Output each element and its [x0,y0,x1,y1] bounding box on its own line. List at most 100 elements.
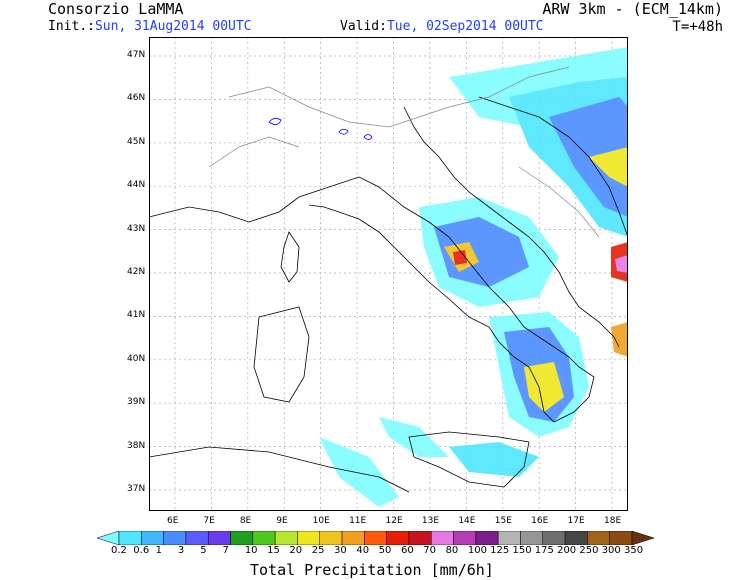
colorbar-label: 0.6 [133,545,150,556]
init-value: Sun, 31Aug2014 00UTC [94,19,252,34]
colorbar-label: 80 [445,545,459,556]
sicily-coast [408,431,530,488]
colorbar-label: 125 [490,545,510,556]
colorbar-segment [252,531,276,545]
colorbar-segment [475,531,499,545]
lon-label: 11E [349,516,367,526]
colorbar-title: Total Precipitation [mm/6h] [250,561,494,579]
colorbar-segment [386,531,410,545]
lake-maggiore-outline [338,128,349,135]
colorbar-label: 200 [557,545,577,556]
lon-label: 14E [458,516,476,526]
colorbar-label: 10 [244,545,258,556]
lon-label: 10E [312,516,330,526]
colorbar-segment [341,531,365,545]
lon-label: 15E [494,516,512,526]
colorbar-segment [207,531,231,545]
lat-label: 45N [127,136,146,147]
lake-como-outline [363,134,373,140]
colorbar-segment [97,531,120,545]
colorbar-segment [497,531,521,545]
colorbar-label: 40 [356,545,370,556]
valid-time: Valid:Tue, 02Sep2014 00UTC [340,19,544,34]
precip-dalmatian-heavy [589,147,628,187]
precipitation-map: 47N 46N 45N 44N 43N 42N 41N 40N 39N 38N 37N 6E 7E 8E… [127,37,628,526]
colorbar-label: 150 [512,545,532,556]
colorbar-segment [364,531,387,545]
lat-label: 43N [127,223,146,234]
colorbar-label: 7 [222,545,229,556]
lat-label: 41N [127,310,146,321]
colorbar-label: 60 [400,545,414,556]
colorbar-label: 250 [579,545,599,556]
colorbar-segment [185,531,209,545]
colorbar-label: 175 [534,545,554,556]
corsica-coast [280,231,300,283]
colorbar-label: 0.2 [111,545,127,556]
coastlines [149,96,628,493]
colorbar-segment [274,531,298,545]
colorbar-label: 3 [177,545,185,556]
colorbar-segment [453,531,477,545]
colorbar-label: 5 [200,545,207,556]
colorbar-segment [520,531,544,545]
colorbar-segment [319,531,343,545]
lat-label: 44N [127,180,146,191]
colorbar-segment [542,531,566,545]
lat-label: 42N [127,267,146,277]
colorbar-label: 15 [267,545,280,556]
lon-label: 18E [604,516,622,526]
colorbar-segment [118,531,142,545]
precip-central-core [453,250,467,265]
lon-label: 9E [276,516,288,526]
colorbar-label: 70 [423,545,436,556]
france-italy-border [208,136,300,168]
precip-greece-heavy [611,322,628,357]
colorbar-label: 30 [334,545,347,556]
lon-label: 16E [531,516,549,526]
colorbar-segment [431,531,454,545]
map-canvas [149,37,628,511]
lakes [268,118,373,140]
balkan-coast [478,96,628,238]
source-title: Consorzio LaMMA [48,0,184,18]
colorbar-segment [408,531,432,545]
lat-label: 47N [127,50,146,60]
italy-east-coast [403,106,620,348]
borders [208,66,600,238]
lon-label: 17E [567,516,585,526]
precip-sardinia-south-light [319,437,399,507]
colorbar-segment [163,531,187,545]
lat-label: 39N [127,397,146,408]
lat-label: 46N [127,93,146,104]
colorbar [97,531,654,545]
valid-value: Tue, 02Sep2014 00UTC [386,19,544,34]
croatia-bosnia-border [518,166,600,238]
lon-label: 13E [421,516,440,526]
lon-label: 7E [203,516,215,526]
lat-label: 38N [127,440,146,451]
forecast-step: T=+48h [672,19,723,35]
colorbar-label: 50 [378,545,392,556]
colorbar-label: 25 [311,545,325,556]
init-label: Init.: [48,19,95,34]
colorbar-label: 100 [467,545,487,556]
lat-label: 37N [127,484,146,494]
colorbar-segment [297,531,320,545]
colorbar-label: 20 [289,545,303,556]
precip-albania-peak [615,255,628,273]
lake-geneva-outline [268,118,282,125]
italy-west-coast [149,176,595,423]
precip-sicily-north [449,442,539,477]
colorbar-label: 350 [624,545,644,556]
lat-label: 40N [127,353,146,364]
colorbar-segment [631,531,654,545]
colorbar-segment [230,531,254,545]
austria-border [448,66,570,108]
model-title: ARW 3km - (ECM_14km) [542,0,723,18]
precip-tyrrhenian-light [379,417,449,457]
map-frame [149,37,628,511]
lon-label: 6E [167,516,179,526]
colorbar-segment [141,531,164,545]
africa-coast [149,446,410,493]
